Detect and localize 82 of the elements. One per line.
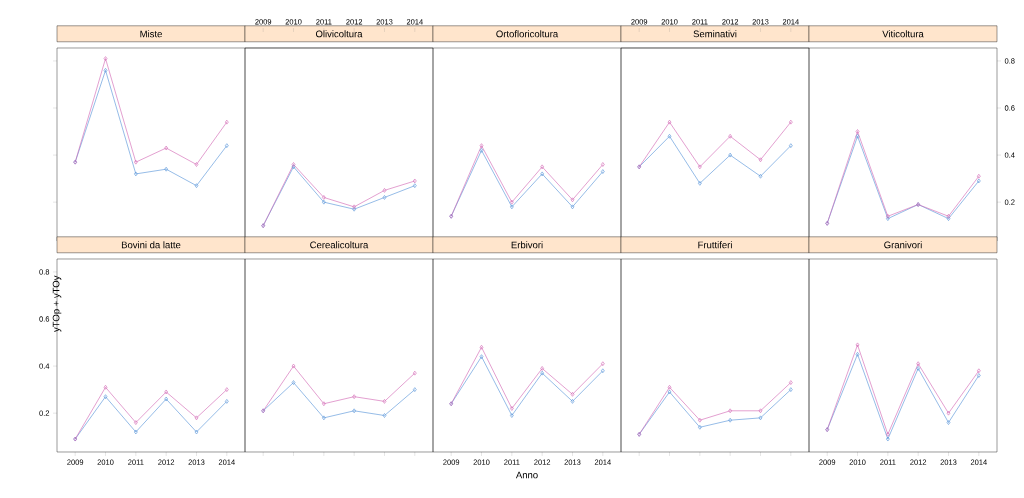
- y-axis-title: yTOp + yTOy: [52, 275, 62, 332]
- chart-title: Olivicoltura: [315, 30, 363, 38]
- point: [916, 361, 920, 367]
- x-axis-title: Anno: [515, 471, 538, 479]
- point: [103, 56, 108, 61]
- point: [698, 181, 702, 186]
- point: [855, 342, 860, 348]
- point: [322, 195, 326, 200]
- point: [946, 410, 951, 416]
- chart-title: Fruttiferi: [698, 241, 732, 249]
- point: [164, 396, 168, 402]
- point: [916, 366, 920, 371]
- point: [570, 204, 575, 210]
- point: [540, 370, 544, 376]
- point: [134, 429, 138, 435]
- point: [510, 204, 514, 210]
- point: [698, 164, 702, 170]
- point: [352, 408, 356, 414]
- point: [382, 188, 387, 193]
- point: [134, 159, 138, 165]
- point: [667, 389, 672, 395]
- point: [667, 384, 672, 390]
- point: [291, 380, 296, 385]
- point: [758, 408, 763, 414]
- chart-title: Cerealicoltura: [310, 241, 369, 249]
- point: [728, 408, 732, 414]
- point: [164, 145, 168, 151]
- point: [728, 133, 732, 139]
- point: [382, 399, 387, 404]
- point: [667, 133, 672, 139]
- chart-title: Seminativi: [693, 30, 737, 38]
- point: [322, 415, 326, 421]
- point: [103, 394, 108, 399]
- chart-title: Miste: [140, 30, 162, 38]
- point: [540, 366, 544, 371]
- point: [946, 420, 951, 425]
- point: [194, 415, 199, 421]
- point: [540, 171, 544, 177]
- point: [758, 415, 763, 421]
- point: [103, 68, 108, 73]
- point: [510, 406, 514, 411]
- point: [134, 420, 138, 425]
- point: [382, 195, 387, 200]
- point: [886, 432, 890, 437]
- point: [886, 436, 890, 442]
- point: [728, 152, 732, 158]
- point: [855, 133, 860, 139]
- point: [855, 129, 860, 134]
- chart-title: Granivori: [884, 241, 922, 249]
- chart-title: Bovini da latte: [121, 241, 181, 249]
- point: [479, 148, 484, 153]
- point: [479, 354, 484, 359]
- point: [322, 401, 326, 407]
- point: [510, 413, 514, 418]
- point: [134, 171, 138, 177]
- point: [698, 424, 702, 430]
- point: [540, 164, 544, 170]
- point: [479, 143, 484, 148]
- point: [164, 389, 168, 395]
- point: [510, 199, 514, 205]
- point: [103, 384, 108, 390]
- point: [291, 363, 296, 369]
- point: [194, 183, 199, 188]
- chart-title: Erbivori: [511, 241, 543, 249]
- point: [667, 119, 672, 125]
- point: [194, 162, 199, 167]
- point: [479, 344, 484, 350]
- point: [194, 429, 199, 435]
- chart-title: Ortofloricoltura: [496, 30, 559, 38]
- point: [382, 413, 387, 418]
- chart-title: Viticoltura: [882, 30, 924, 38]
- point: [164, 166, 168, 172]
- point: [855, 352, 860, 357]
- point: [758, 173, 763, 179]
- point: [570, 197, 575, 203]
- point: [758, 157, 763, 163]
- point: [352, 394, 356, 399]
- point: [322, 199, 326, 205]
- point: [570, 399, 575, 404]
- point: [728, 417, 732, 423]
- point: [698, 417, 702, 423]
- point: [570, 392, 575, 397]
